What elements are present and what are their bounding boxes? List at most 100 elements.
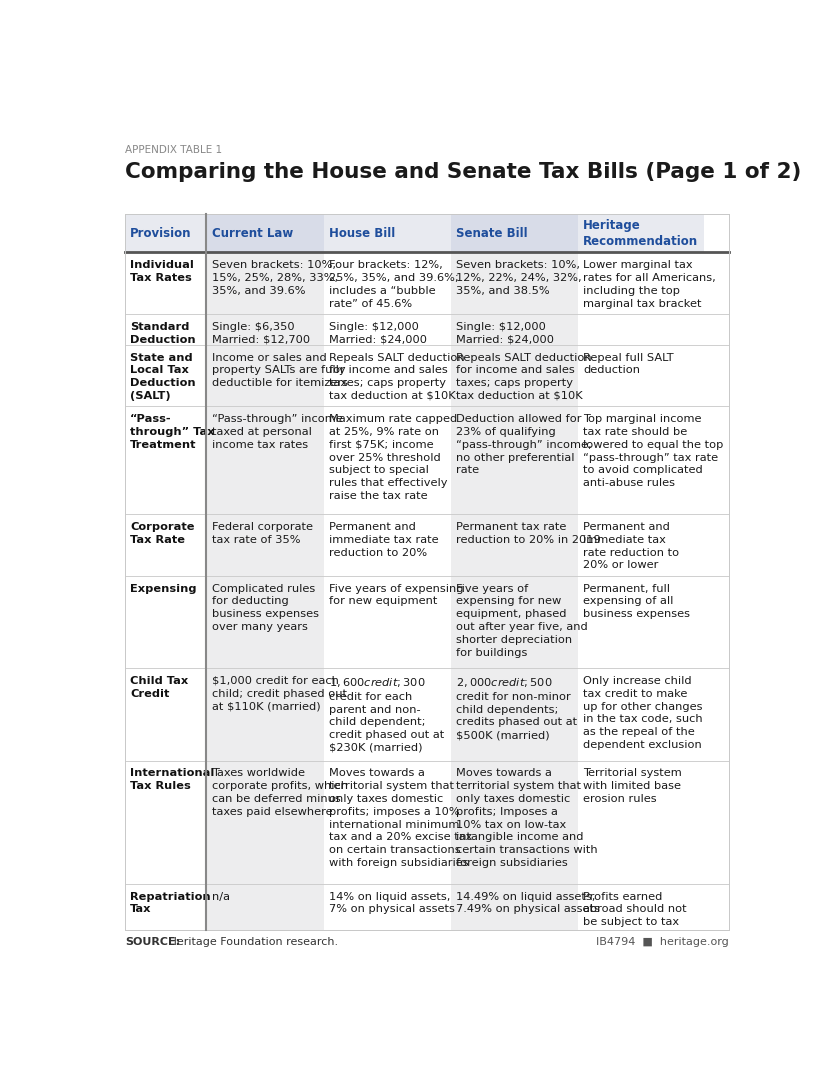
Text: APPENDIX TABLE 1: APPENDIX TABLE 1 — [125, 145, 222, 155]
Text: Four brackets: 12%,
25%, 35%, and 39.6%;
includes a “bubble
rate” of 45.6%: Four brackets: 12%, 25%, 35%, and 39.6%;… — [329, 261, 460, 308]
Bar — [206, 514, 324, 576]
Text: Comparing the House and Senate Tax Bills (Page 1 of 2): Comparing the House and Senate Tax Bills… — [125, 161, 801, 182]
Text: Moves towards a
territorial system that
only taxes domestic
profits; Imposes a
1: Moves towards a territorial system that … — [456, 768, 598, 868]
Text: Heritage
Recommendation: Heritage Recommendation — [583, 219, 698, 247]
Text: Moves towards a
territorial system that
only taxes domestic
profits; imposes a 1: Moves towards a territorial system that … — [329, 768, 473, 868]
Bar — [450, 884, 578, 930]
Text: Only increase child
tax credit to make
up for other changes
in the tax code, suc: Only increase child tax credit to make u… — [583, 676, 703, 750]
Bar — [578, 514, 705, 576]
Text: Maximum rate capped
at 25%, 9% rate on
first $75K; income
over 25% threshold
sub: Maximum rate capped at 25%, 9% rate on f… — [329, 414, 458, 501]
Text: Permanent and
immediate tax
rate reduction to
20% or lower: Permanent and immediate tax rate reducti… — [583, 522, 679, 570]
Text: Repeals SALT deduction
for income and sales
taxes; caps property
tax deduction a: Repeals SALT deduction for income and sa… — [456, 352, 592, 401]
Bar — [450, 668, 578, 761]
Text: Standard
Deduction: Standard Deduction — [130, 322, 196, 344]
Text: SOURCE:: SOURCE: — [125, 937, 180, 947]
Text: Permanent tax rate
reduction to 20% in 2019: Permanent tax rate reduction to 20% in 2… — [456, 522, 601, 545]
Text: $2,000 credit; $500
credit for non-minor
child dependents;
credits phased out at: $2,000 credit; $500 credit for non-minor… — [456, 676, 578, 740]
Text: IB4794  ■  heritage.org: IB4794 ■ heritage.org — [596, 937, 728, 947]
Text: 14% on liquid assets,
7% on physical assets: 14% on liquid assets, 7% on physical ass… — [329, 892, 455, 915]
Text: Five years of expensing
for new equipment: Five years of expensing for new equipmen… — [329, 583, 464, 606]
Bar — [324, 407, 450, 514]
Text: Lower marginal tax
rates for all Americans,
including the top
marginal tax brack: Lower marginal tax rates for all America… — [583, 261, 716, 308]
Bar — [578, 576, 705, 668]
Bar — [206, 314, 324, 344]
Text: Taxes worldwide
corporate profits, which
can be deferred minus
taxes paid elsewh: Taxes worldwide corporate profits, which… — [212, 768, 348, 816]
Text: Repeal full SALT
deduction: Repeal full SALT deduction — [583, 352, 674, 375]
Text: Single: $12,000
Married: $24,000: Single: $12,000 Married: $24,000 — [329, 322, 427, 344]
Bar — [206, 884, 324, 930]
Bar — [578, 314, 705, 344]
Text: House Bill: House Bill — [329, 227, 396, 240]
Text: Heritage Foundation research.: Heritage Foundation research. — [165, 937, 338, 947]
Bar — [450, 314, 578, 344]
Bar — [125, 344, 206, 407]
Bar — [578, 761, 705, 884]
Text: Seven brackets: 10%,
12%, 22%, 24%, 32%,
35%, and 38.5%: Seven brackets: 10%, 12%, 22%, 24%, 32%,… — [456, 261, 582, 295]
Bar — [324, 344, 450, 407]
Bar — [125, 214, 206, 253]
Bar — [125, 668, 206, 761]
Bar — [125, 314, 206, 344]
Bar — [578, 668, 705, 761]
Bar — [324, 314, 450, 344]
Text: 14.49% on liquid assets,
7.49% on physical assets: 14.49% on liquid assets, 7.49% on physic… — [456, 892, 600, 915]
Text: Top marginal income
tax rate should be
lowered to equal the top
“pass-through” t: Top marginal income tax rate should be l… — [583, 414, 724, 488]
Bar — [206, 344, 324, 407]
Text: Seven brackets: 10%,
15%, 25%, 28%, 33%,
35%, and 39.6%: Seven brackets: 10%, 15%, 25%, 28%, 33%,… — [212, 261, 338, 295]
Text: Income or sales and
property SALTs are fully
deductible for itemizers: Income or sales and property SALTs are f… — [212, 352, 348, 388]
Text: Single: $12,000
Married: $24,000: Single: $12,000 Married: $24,000 — [456, 322, 554, 344]
Bar — [450, 253, 578, 314]
Bar — [578, 407, 705, 514]
Text: Repeals SALT deduction
for income and sales
taxes; caps property
tax deduction a: Repeals SALT deduction for income and sa… — [329, 352, 465, 401]
Text: International
Tax Rules: International Tax Rules — [130, 768, 214, 791]
Bar — [125, 576, 206, 668]
Bar — [206, 668, 324, 761]
Bar — [450, 407, 578, 514]
Bar — [578, 344, 705, 407]
Bar — [450, 576, 578, 668]
Bar — [324, 668, 450, 761]
Text: “Pass-through” income
taxed at personal
income tax rates: “Pass-through” income taxed at personal … — [212, 414, 342, 450]
Text: $1,000 credit for each
child; credit phased out
at $110K (married): $1,000 credit for each child; credit pha… — [212, 676, 346, 712]
Bar — [324, 761, 450, 884]
Bar — [206, 576, 324, 668]
Text: Corporate
Tax Rate: Corporate Tax Rate — [130, 522, 195, 545]
Bar — [324, 884, 450, 930]
Bar — [125, 514, 206, 576]
Text: $1,600 credit; $300
credit for each
parent and non-
child dependent;
credit phas: $1,600 credit; $300 credit for each pare… — [329, 676, 445, 753]
Text: Current Law: Current Law — [212, 227, 293, 240]
Bar — [450, 514, 578, 576]
Bar — [206, 214, 324, 253]
Text: Complicated rules
for deducting
business expenses
over many years: Complicated rules for deducting business… — [212, 583, 318, 632]
Bar — [125, 884, 206, 930]
Text: Territorial system
with limited base
erosion rules: Territorial system with limited base ero… — [583, 768, 681, 804]
Bar — [324, 253, 450, 314]
Bar — [450, 214, 578, 253]
Text: Provision: Provision — [130, 227, 191, 240]
Text: Child Tax
Credit: Child Tax Credit — [130, 676, 188, 699]
Text: Permanent and
immediate tax rate
reduction to 20%: Permanent and immediate tax rate reducti… — [329, 522, 439, 558]
Text: Expensing: Expensing — [130, 583, 196, 594]
Bar — [206, 253, 324, 314]
Bar — [125, 761, 206, 884]
Bar — [450, 761, 578, 884]
Bar — [578, 214, 705, 253]
Text: Profits earned
abroad should not
be subject to tax: Profits earned abroad should not be subj… — [583, 892, 686, 928]
Text: Single: $6,350
Married: $12,700: Single: $6,350 Married: $12,700 — [212, 322, 310, 344]
Bar — [206, 407, 324, 514]
Bar — [578, 884, 705, 930]
Bar — [125, 253, 206, 314]
Bar — [206, 761, 324, 884]
Bar — [578, 253, 705, 314]
Text: Individual
Tax Rates: Individual Tax Rates — [130, 261, 194, 283]
Text: Permanent, full
expensing of all
business expenses: Permanent, full expensing of all busines… — [583, 583, 690, 619]
Bar — [324, 576, 450, 668]
Bar — [450, 344, 578, 407]
Text: Five years of
expensing for new
equipment, phased
out after year five, and
short: Five years of expensing for new equipmen… — [456, 583, 588, 657]
Text: Deduction allowed for
23% of qualifying
“pass-through” income;
no other preferen: Deduction allowed for 23% of qualifying … — [456, 414, 592, 475]
Bar — [125, 407, 206, 514]
Bar — [324, 214, 450, 253]
Text: State and
Local Tax
Deduction
(SALT): State and Local Tax Deduction (SALT) — [130, 352, 196, 401]
Text: Senate Bill: Senate Bill — [456, 227, 528, 240]
Text: “Pass-
through” Tax
Treatment: “Pass- through” Tax Treatment — [130, 414, 214, 450]
